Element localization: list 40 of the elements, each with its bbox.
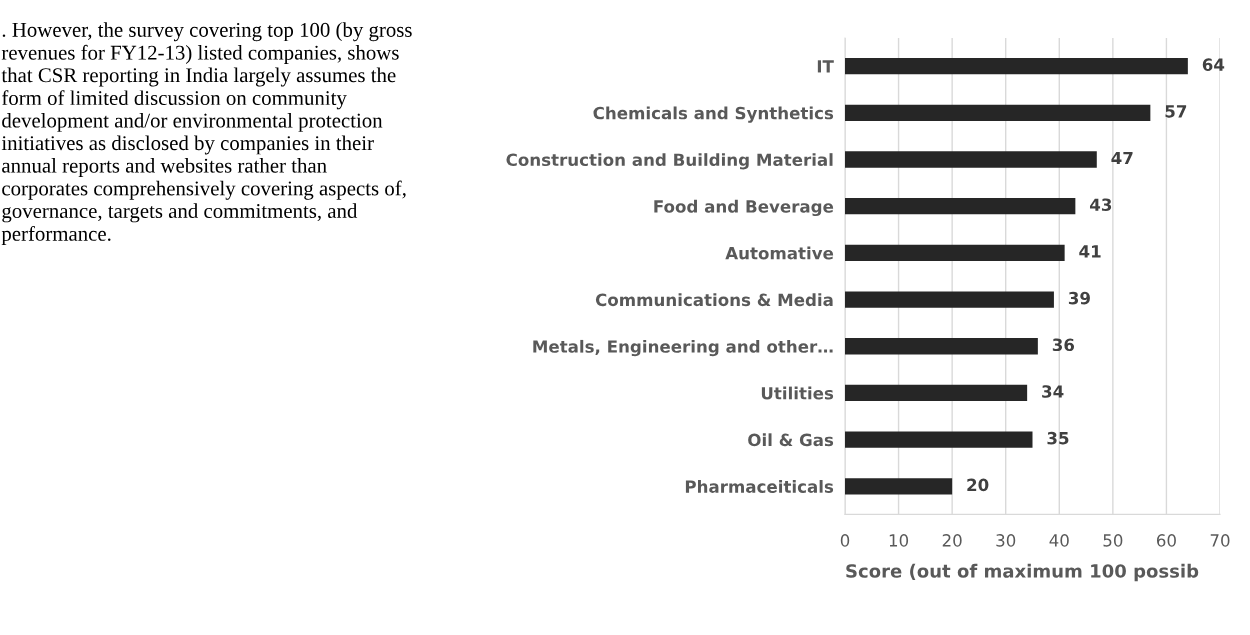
x-tick-label: 60 <box>1156 534 1176 547</box>
bar <box>845 478 953 495</box>
data-label: 20 <box>967 478 989 492</box>
y-tick-label: Construction and Building Material <box>506 153 833 170</box>
bar <box>845 198 1076 215</box>
bar <box>845 244 1065 262</box>
y-tick-label: IT <box>817 60 834 73</box>
data-label: 57 <box>1165 105 1187 118</box>
y-tick-label: Communications & Media <box>595 293 833 307</box>
bar <box>845 291 1054 308</box>
x-tick-label: 70 <box>1210 534 1230 547</box>
data-label: 34 <box>1042 385 1064 398</box>
x-tick-label: 50 <box>1103 534 1123 547</box>
bar <box>845 384 1028 402</box>
bar <box>845 431 1033 448</box>
bar <box>845 151 1097 168</box>
data-label: 36 <box>1052 338 1075 352</box>
data-label: 43 <box>1090 198 1112 212</box>
y-tick-label: Metals, Engineering and other… <box>533 339 833 357</box>
bar <box>845 104 1151 121</box>
y-tick-label: Oil & Gas <box>748 433 834 447</box>
y-tick-label: Utilities <box>761 386 834 400</box>
y-tick-label: Automative <box>725 246 834 260</box>
y-tick-label: Food and Beverage <box>654 199 834 217</box>
x-axis-title: Score (out of maximum 100 possib <box>846 563 1199 582</box>
bar <box>845 57 1188 75</box>
bar <box>845 338 1038 355</box>
y-tick-label: Chemicals and Synthetics <box>593 106 834 123</box>
y-tick-label: Pharmaceiticals <box>685 480 834 493</box>
data-label: 47 <box>1111 151 1133 165</box>
x-tick-label: 0 <box>840 534 850 547</box>
data-label: 41 <box>1079 245 1101 258</box>
data-label: 35 <box>1047 431 1069 445</box>
x-tick-label: 20 <box>942 534 962 547</box>
text: . However, the survey covering top 100 (by gross revenues for FY12-13) listed companies, shows that CSR reporting in India largely assumes the form of limited discussion on community development and/or environmental protection initiatives as disclosed by companies in their annual reports and websites rather than corporates comprehensively covering aspects of, governance, targets and commitments, and performance. <box>1 22 412 246</box>
x-tick-label: 40 <box>1049 534 1069 547</box>
x-tick-label: 30 <box>996 534 1016 547</box>
data-label: 39 <box>1068 291 1090 305</box>
data-label: 64 <box>1202 58 1225 71</box>
x-tick-label: 10 <box>889 534 909 547</box>
